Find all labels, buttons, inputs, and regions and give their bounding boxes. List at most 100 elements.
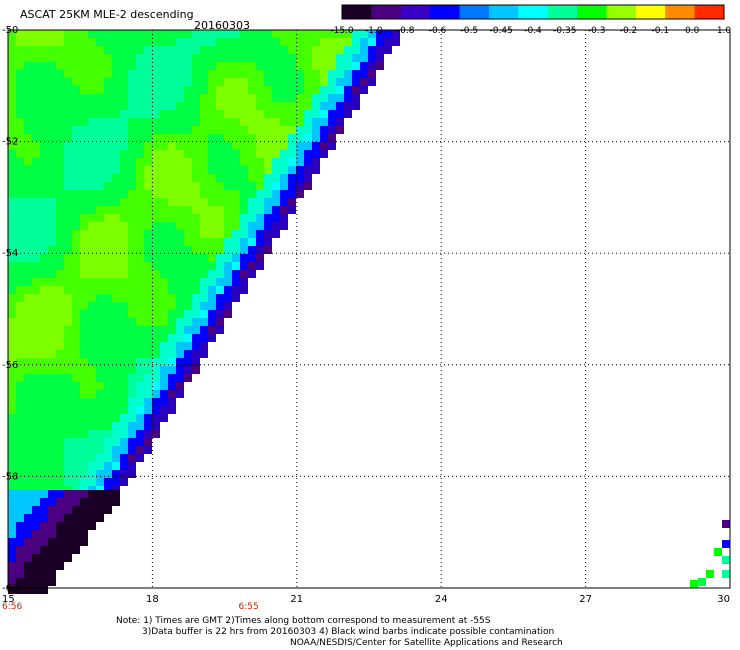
swath-cell [240, 270, 248, 278]
swath-cell [16, 54, 24, 62]
swath-cell [120, 214, 128, 222]
swath-cell [160, 390, 168, 398]
colorbar-segment [635, 5, 666, 19]
swath-cell [72, 174, 80, 182]
swath-cell [176, 110, 184, 118]
swath-cell [128, 358, 136, 366]
swath-cell [152, 366, 160, 374]
swath-cell [40, 438, 48, 446]
swath-cell [136, 174, 144, 182]
swath-cell [328, 102, 336, 110]
swath-cell [24, 246, 32, 254]
swath-cell [80, 350, 88, 358]
swath-cell [88, 514, 96, 522]
swath-cell [184, 342, 192, 350]
swath-cell [120, 422, 128, 430]
swath-cell [216, 54, 224, 62]
swath-cell [152, 326, 160, 334]
swath-cell [176, 198, 184, 206]
swath-cell [216, 302, 224, 310]
swath-cell [112, 230, 120, 238]
swath-cell [32, 546, 40, 554]
swath-cell [128, 182, 136, 190]
swath-cell [88, 478, 96, 486]
swath-cell [200, 246, 208, 254]
swath-cell [40, 270, 48, 278]
colorbar-segment [518, 5, 549, 19]
swath-cell [40, 430, 48, 438]
swath-cell [136, 230, 144, 238]
swath-cell [240, 262, 248, 270]
lon-label: 24 [435, 594, 448, 605]
swath-cell [120, 206, 128, 214]
swath-cell [16, 570, 24, 578]
swath-cell [16, 326, 24, 334]
swath-cell [72, 158, 80, 166]
swath-cell [168, 350, 176, 358]
swath-cell [64, 374, 72, 382]
swath-cell [104, 174, 112, 182]
swath-cell [168, 294, 176, 302]
swath-cell [64, 190, 72, 198]
swath-cell [192, 102, 200, 110]
swath-cell [264, 86, 272, 94]
swath-cell [152, 198, 160, 206]
swath-cell [64, 246, 72, 254]
swath-cell [48, 454, 56, 462]
swath-cell [8, 514, 16, 522]
swath-cell [168, 206, 176, 214]
swath-cell [248, 198, 256, 206]
swath-cell [16, 446, 24, 454]
swath-cell [224, 302, 232, 310]
swath-cell [392, 30, 400, 38]
swath-cell [104, 214, 112, 222]
swath-cell [200, 222, 208, 230]
swath-cell [32, 198, 40, 206]
swath-cell [96, 190, 104, 198]
swath-cell [272, 46, 280, 54]
swath-cell [56, 506, 64, 514]
swath-cell [16, 382, 24, 390]
swath-cell [56, 286, 64, 294]
swath-cell [312, 166, 320, 174]
swath-cell [96, 230, 104, 238]
swath-cell [56, 30, 64, 38]
swath-cell [144, 414, 152, 422]
swath-cell [240, 238, 248, 246]
lon-label: 30 [717, 594, 730, 605]
swath-cell [24, 570, 32, 578]
swath-cell [40, 54, 48, 62]
swath-cell [264, 222, 272, 230]
swath-cell [88, 318, 96, 326]
swath-cell [144, 430, 152, 438]
swath-cell [352, 70, 360, 78]
swath-cell [96, 294, 104, 302]
swath-cell [48, 134, 56, 142]
swath-cell [24, 166, 32, 174]
swath-cell [8, 398, 16, 406]
swath-cell [160, 414, 168, 422]
swath-cell [240, 86, 248, 94]
swath-cell [384, 30, 392, 38]
swath-cell [224, 238, 232, 246]
swath-cell [216, 262, 224, 270]
swath-cell [48, 506, 56, 514]
swath-cell [8, 538, 16, 546]
swath-cell [368, 46, 376, 54]
swath-cell [24, 230, 32, 238]
swath-cell [64, 514, 72, 522]
swath-cell [112, 214, 120, 222]
swath-cell [120, 438, 128, 446]
swath-cell [152, 278, 160, 286]
swath-cell [80, 294, 88, 302]
time-label: 6:56 [2, 602, 22, 612]
swath-cell [232, 294, 240, 302]
swath-cell [96, 254, 104, 262]
swath-cell [128, 334, 136, 342]
swath-cell [240, 142, 248, 150]
swath-cell [32, 182, 40, 190]
swath-cell [232, 286, 240, 294]
swath-cell [152, 46, 160, 54]
swath-cell [168, 334, 176, 342]
swath-cell [40, 110, 48, 118]
